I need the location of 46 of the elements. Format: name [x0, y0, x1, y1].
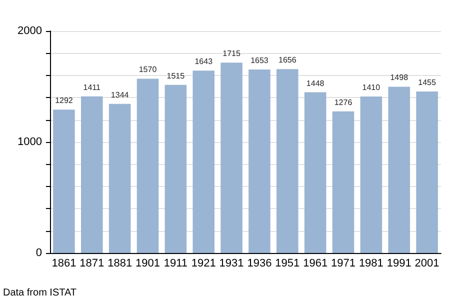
data-label: 1715: [222, 49, 241, 58]
x-tick-label: 1981: [358, 258, 384, 270]
x-tick-label: 1861: [52, 258, 76, 270]
x-tick-label: 1951: [275, 258, 300, 270]
data-label: 1656: [278, 56, 297, 65]
bar: [164, 84, 187, 253]
bar: [248, 70, 270, 253]
x-tick-label: 1901: [136, 258, 160, 270]
data-label: 1448: [306, 78, 325, 88]
bar: [192, 70, 214, 253]
x-tick-label: 1881: [108, 258, 132, 270]
bar: [81, 96, 103, 253]
bar: [332, 111, 354, 253]
x-tick-label: 1871: [80, 258, 104, 270]
data-label: 1653: [250, 56, 269, 66]
data-label: 1643: [194, 57, 214, 66]
data-label: 1411: [83, 82, 102, 92]
bar: [53, 110, 75, 253]
x-tick-label: 1931: [219, 258, 244, 270]
bar: [304, 92, 326, 253]
text: Data from ISTAT: [3, 288, 77, 298]
x-tick-label: 1991: [386, 258, 412, 270]
y-tick-label: 0: [36, 247, 42, 259]
x-tick-label: 1961: [303, 258, 328, 270]
data-label: 1276: [334, 98, 353, 107]
bar: [108, 104, 131, 253]
data-label: 1292: [55, 96, 74, 106]
data-label: 1515: [166, 71, 186, 80]
data-label: 1498: [390, 73, 409, 82]
x-tick-label: 1921: [191, 258, 216, 270]
bar: [276, 69, 298, 253]
bar: [136, 78, 159, 253]
x-tick-label: 1971: [331, 258, 356, 270]
bar: [416, 91, 438, 253]
x-tick-label: 1936: [247, 258, 272, 270]
bar: [388, 86, 410, 253]
y-tick-label: 1000: [18, 136, 42, 148]
bar: [220, 62, 242, 253]
y-tick-label: 2000: [18, 25, 42, 37]
x-tick-label: 2001: [414, 258, 440, 270]
x-tick-label: 1911: [164, 258, 188, 270]
data-label: 1570: [138, 65, 158, 74]
bar: [360, 96, 382, 253]
data-label: 1410: [362, 82, 381, 92]
data-label: 1344: [110, 90, 130, 100]
data-label: 1455: [418, 78, 436, 87]
